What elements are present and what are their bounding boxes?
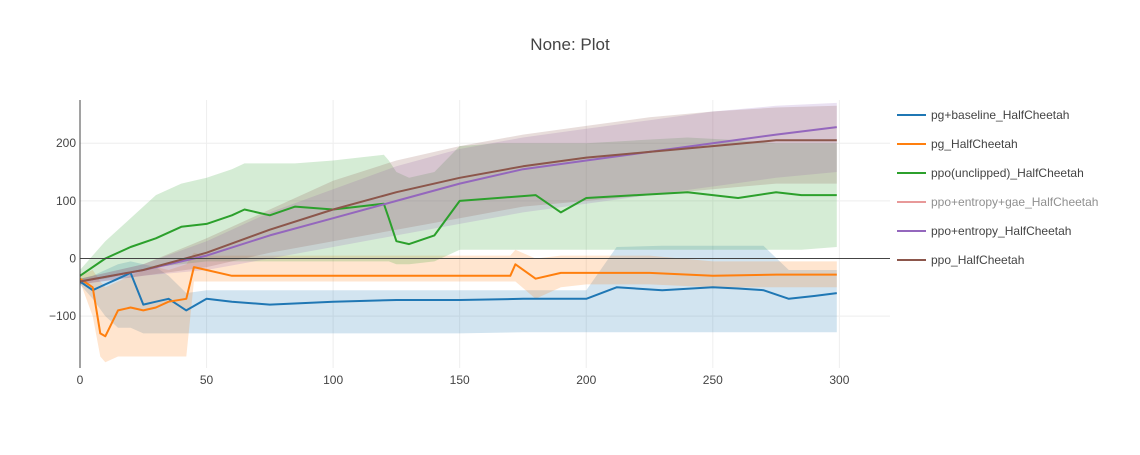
x-tick-label: 50 <box>200 373 214 387</box>
legend-label: ppo+entropy_HalfCheetah <box>931 224 1071 238</box>
legend-label: pg_HalfCheetah <box>931 137 1018 151</box>
y-tick-label: 100 <box>56 194 76 208</box>
series-band-5 <box>80 105 837 285</box>
legend-item-0[interactable]: pg+baseline_HalfCheetah <box>897 108 1069 122</box>
series-line-2 <box>79 191 837 277</box>
x-tick-label: 0 <box>77 373 84 387</box>
x-tick-label: 300 <box>829 373 849 387</box>
series-line-1 <box>79 263 837 338</box>
axis-layer: 0 50 100 150 200 250 300 −100 0 100 200 <box>49 100 890 387</box>
series-band-2 <box>80 137 837 282</box>
series-line-4 <box>79 126 837 283</box>
legend-label: pg+baseline_HalfCheetah <box>931 108 1069 122</box>
legend-item-5[interactable]: ppo_HalfCheetah <box>897 253 1024 267</box>
legend-item-1[interactable]: pg_HalfCheetah <box>897 137 1018 151</box>
y-tick-label: 0 <box>69 251 76 265</box>
x-tick-label: 200 <box>576 373 596 387</box>
legend-label: ppo+entropy+gae_HalfCheetah <box>931 195 1098 209</box>
legend[interactable]: pg+baseline_HalfCheetah pg_HalfCheetahppo… <box>897 108 1098 267</box>
series-band-4 <box>80 102 837 285</box>
legend-item-4[interactable]: ppo+entropy_HalfCheetah <box>897 224 1071 238</box>
line-layer <box>79 126 837 338</box>
x-tick-label: 100 <box>323 373 343 387</box>
legend-item-3[interactable]: ppo+entropy+gae_HalfCheetah <box>897 195 1098 209</box>
series-line-5 <box>79 139 837 283</box>
y-tick-label: −100 <box>49 309 76 323</box>
series-band-0 <box>80 245 837 334</box>
series-band-1 <box>80 249 837 363</box>
x-tick-label: 250 <box>703 373 723 387</box>
chart-title: None: Plot <box>530 35 610 54</box>
legend-item-2[interactable]: ppo(unclipped)_HalfCheetah <box>897 166 1084 180</box>
band-layer <box>80 102 837 363</box>
x-tick-label: 150 <box>450 373 470 387</box>
legend-label: ppo(unclipped)_HalfCheetah <box>931 166 1084 180</box>
y-tick-label: 200 <box>56 136 76 150</box>
legend-label: ppo_HalfCheetah <box>931 253 1024 267</box>
